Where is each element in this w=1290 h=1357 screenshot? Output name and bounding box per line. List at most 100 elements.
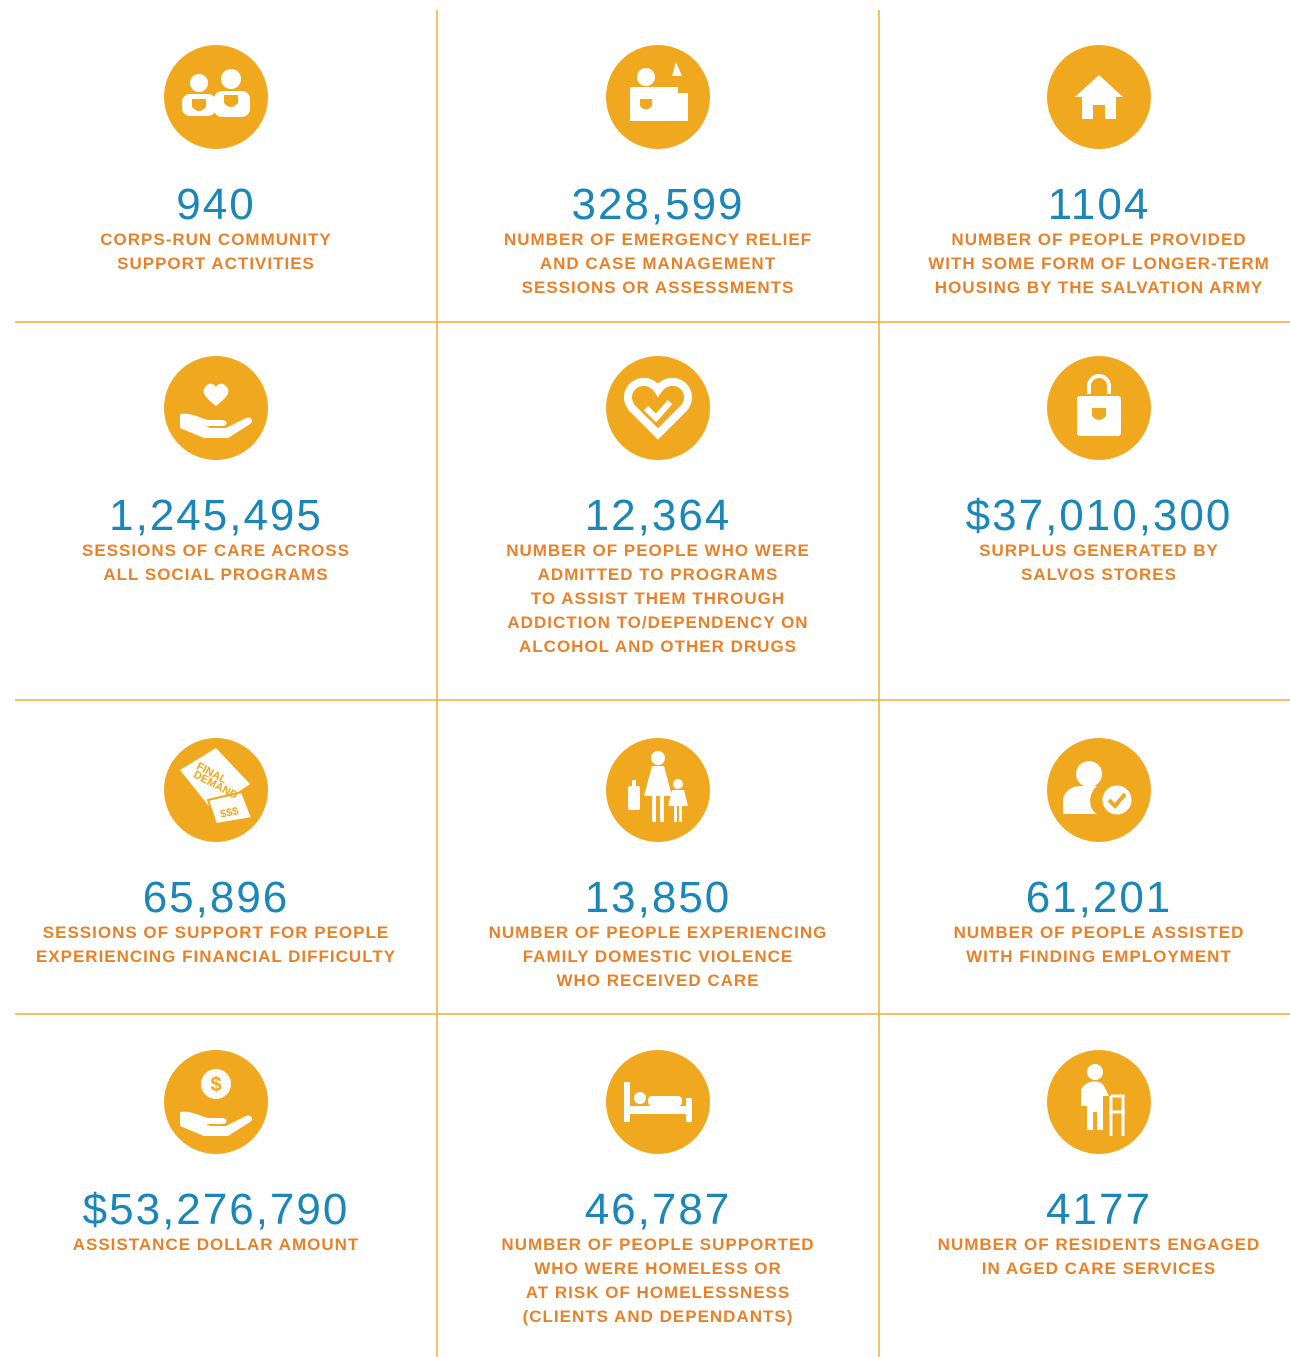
icon-part [651,751,665,765]
icon [606,1050,710,1154]
stat-description: HOUSING BY THE SALVATION ARMY [935,278,1263,297]
icon-glyph [630,62,688,121]
icon: $ [164,1050,268,1154]
icon-part [1081,1081,1109,1130]
icon [1047,45,1151,149]
icon-part [632,780,636,786]
icon-part [1093,105,1105,119]
icon [164,356,268,460]
icon [606,356,710,460]
icon-part [634,1092,646,1104]
stat-number: 65,896 [143,873,290,922]
icon-glyph [1075,75,1123,119]
icon-part [1076,761,1102,787]
stat-description: CORPS-RUN COMMUNITY [100,230,332,249]
icon-part [686,1098,692,1122]
stat-description: NUMBER OF PEOPLE PROVIDED [951,230,1246,249]
icon-part [644,766,672,822]
icon-circle [164,1050,268,1154]
icon-text: $$$ [219,805,239,821]
icon-part [1109,1094,1125,1136]
stat-description: SESSIONS OF CARE ACROSS [82,541,350,560]
stat-description: NUMBER OF PEOPLE ASSISTED [954,923,1245,942]
stat-number: $53,276,790 [83,1185,350,1234]
icon-part [1075,75,1123,119]
stat-number: 1104 [1048,180,1151,229]
icon-glyph [180,383,253,438]
stat-number: $37,010,300 [966,491,1233,540]
icon-part [672,62,682,76]
stat-description: SUPPORT ACTIVITIES [117,254,315,273]
icon-part [630,1106,686,1114]
icon-part [637,68,655,86]
icon-circle [1047,738,1151,842]
icon-part [203,383,229,406]
stat-description: TO ASSIST THEM THROUGH [531,589,785,608]
stat-description: NUMBER OF PEOPLE SUPPORTED [501,1235,814,1254]
stat-description: ASSISTANCE DOLLAR AMOUNT [73,1235,360,1254]
icon-glyph [628,751,688,822]
icon-part [630,87,678,121]
stat-number: 328,599 [571,180,744,229]
stat-description: EXPERIENCING FINANCIAL DIFFICULTY [36,947,396,966]
stat-number: 13,850 [585,873,732,922]
stat-number: 61,201 [1026,873,1173,922]
stat-number: 940 [176,180,255,229]
icon-circle [164,356,268,460]
stat-number: 46,787 [585,1185,732,1234]
stat-description: WHO WERE HOMELESS OR [534,1259,782,1278]
stat-description: SURPLUS GENERATED BY [979,541,1219,560]
stat-description: IN AGED CARE SERVICES [982,1259,1217,1278]
icon-part [673,779,683,789]
icon-part [628,786,640,810]
icon-part [192,99,206,111]
icon-part [640,99,652,110]
icon-part [1099,782,1135,818]
stat-description: SALVOS STORES [1021,565,1177,584]
icon [1047,1050,1151,1154]
icon-part [668,790,688,822]
icon-part [1092,408,1106,420]
stat-description: FAMILY DOMESTIC VIOLENCE [523,947,794,966]
icon [164,45,268,149]
stat-description: ADMITTED TO PROGRAMS [538,565,779,584]
stat-description: AT RISK OF HOMELESSNESS [526,1283,791,1302]
icon-part [643,400,673,423]
icon [606,738,710,842]
icon-glyph [1077,374,1121,436]
stat-description: SESSIONS OR ASSESSMENTS [522,278,795,297]
icon-part [624,377,692,440]
icon-part [678,93,688,121]
stat-description: NUMBER OF EMERGENCY RELIEF [504,230,812,249]
icon-text: $ [210,1074,221,1096]
stat-description: NUMBER OF RESIDENTS ENGAGED [938,1235,1261,1254]
icon-part [180,1111,253,1136]
stat-description: ALCOHOL AND OTHER DRUGS [519,637,797,656]
icon-part [206,790,254,826]
stat-description: (CLIENTS AND DEPENDANTS) [523,1307,794,1326]
icon-part [201,1069,231,1099]
stat-description: ADDICTION TO/DEPENDENCY ON [507,613,808,632]
stat-description: WHO RECEIVED CARE [556,971,759,990]
icon-part [624,1082,630,1122]
stat-description: NUMBER OF PEOPLE WHO WERE [506,541,810,560]
icon-part [221,69,241,89]
icon-glyph [182,69,250,117]
icon-glyph [624,377,692,440]
icon [1047,738,1151,842]
icon-part [224,95,238,107]
icon-part [1087,1064,1103,1080]
stat-description: AND CASE MANAGEMENT [540,254,776,273]
